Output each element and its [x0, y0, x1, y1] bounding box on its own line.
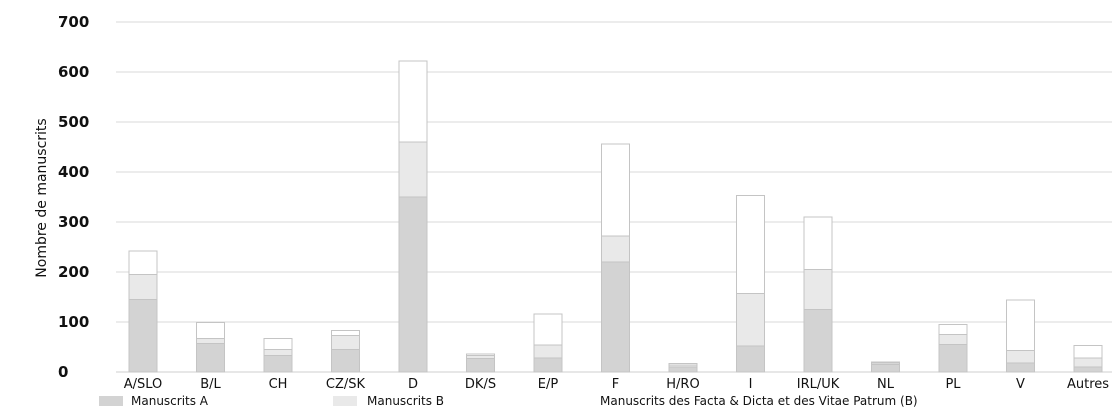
y-tick-label: 500: [58, 113, 89, 131]
y-tick-label: 100: [58, 313, 89, 331]
x-tick-label: V: [1016, 377, 1025, 392]
bar-segment: [938, 344, 968, 373]
bar-segment: [263, 355, 293, 373]
bar-segment: [196, 343, 225, 373]
bar-segment: [196, 338, 225, 344]
bar-segment: [803, 309, 833, 373]
bar-segment: [668, 363, 698, 366]
x-tick-label: DK/S: [465, 377, 496, 392]
legend-swatch: [333, 396, 357, 406]
x-tick-label: PL: [945, 377, 961, 392]
x-tick-label: IRL/UK: [797, 377, 840, 392]
y-tick-label: 300: [58, 213, 89, 231]
bar-segment: [398, 60, 428, 143]
bar-segment: [1073, 366, 1103, 373]
bar-segment: [668, 366, 698, 373]
bar-segment: [601, 143, 630, 237]
bar-segment: [331, 335, 360, 350]
y-tick-label: 600: [58, 63, 89, 81]
x-tick-label: B/L: [200, 377, 221, 392]
bar-segment: [398, 141, 428, 198]
bar-segment: [533, 313, 563, 346]
legend-label: Manuscrits A: [131, 394, 209, 407]
bar-segment: [263, 338, 293, 350]
x-tick-label: NL: [877, 377, 895, 392]
bar-segment: [736, 293, 765, 347]
bar-segment: [263, 349, 293, 356]
bar-segment: [466, 358, 495, 373]
bar-segment: [601, 235, 630, 263]
bar-segment: [871, 361, 900, 364]
y-tick-label: 700: [58, 13, 89, 31]
x-tick-label: E/P: [538, 377, 559, 392]
x-axis-ticks: A/SLO B/L CH CZ/SK D DK/S E/P F H/RO I IRL/UK NL PL V…: [124, 377, 1110, 392]
x-tick-label: I: [749, 377, 753, 392]
bar-segment: [871, 364, 900, 373]
y-axis-label: Nombre de manuscrits: [34, 118, 50, 277]
y-tick-label: 0: [58, 363, 68, 381]
bar-segment: [938, 324, 968, 335]
legend-swatch: [566, 396, 590, 406]
y-axis-ticks: 0 100 200 300 400 500 600 700: [58, 13, 89, 381]
bar-segment: [331, 330, 360, 336]
legend-label: Manuscrits B: [367, 394, 444, 407]
x-tick-label: Autres: [1067, 377, 1109, 392]
bar-segment: [601, 261, 630, 373]
bar-segment: [736, 345, 765, 373]
bar-segment: [1006, 350, 1035, 364]
bar-segment: [466, 353, 495, 356]
x-tick-label: CZ/SK: [326, 377, 366, 392]
x-tick-label: F: [612, 377, 619, 392]
bar-segment: [803, 216, 833, 270]
bar-segment: [196, 322, 225, 339]
bar-segment: [533, 357, 563, 373]
x-tick-label: A/SLO: [124, 377, 163, 392]
legend-swatch: [99, 396, 123, 406]
legend: Manuscrits A Manuscrits B Manuscrits des F…: [99, 394, 918, 408]
y-tick-label: 400: [58, 163, 89, 181]
bar-segment: [1006, 362, 1035, 373]
legend-label: Manuscrits des Facta & Dicta et des Vita…: [600, 394, 918, 407]
bar-segment: [128, 274, 158, 300]
x-tick-label: H/RO: [666, 377, 699, 392]
y-tick-label: 200: [58, 263, 89, 281]
bar-segment: [1073, 345, 1103, 359]
bars: [128, 60, 1103, 373]
bar-segment: [398, 196, 428, 373]
bar-segment: [1073, 357, 1103, 368]
x-tick-label: CH: [269, 377, 288, 392]
bar-segment: [1006, 299, 1035, 351]
bar-segment: [736, 195, 765, 294]
bar-segment: [803, 269, 833, 310]
bar-segment: [331, 349, 360, 373]
bar-segment: [533, 344, 563, 359]
x-tick-label: D: [408, 377, 418, 392]
bar-segment: [938, 334, 968, 345]
bar-segment: [128, 299, 158, 373]
bar-segment: [128, 250, 158, 275]
